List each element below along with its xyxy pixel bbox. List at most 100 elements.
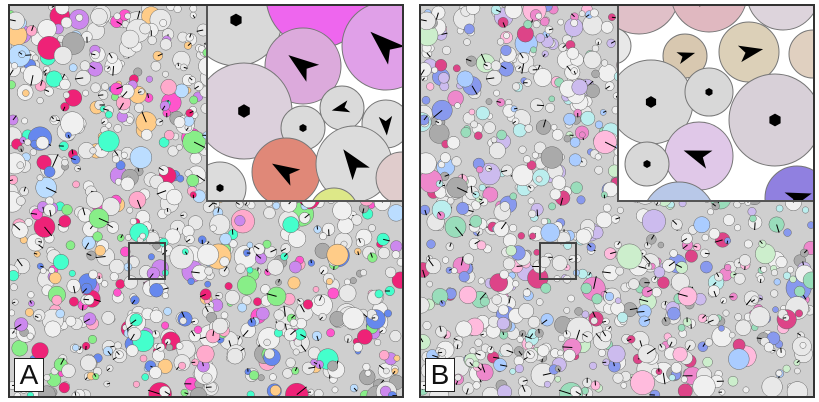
velocity-arrow (542, 53, 546, 58)
disc (594, 165, 604, 175)
disc (181, 248, 189, 256)
disc (668, 374, 676, 382)
disc (374, 338, 382, 347)
velocity-arrow (659, 343, 663, 348)
disc (10, 80, 16, 90)
velocity-arrow (668, 261, 676, 267)
velocity-arrow (82, 288, 88, 294)
disc (384, 309, 392, 318)
velocity-arrow (548, 28, 554, 31)
velocity-arrow-marker (288, 55, 320, 82)
velocity-arrow (421, 19, 427, 22)
velocity-arrow (62, 106, 66, 112)
velocity-arrow (672, 219, 678, 225)
disc (551, 175, 567, 190)
disc (490, 136, 498, 144)
velocity-arrow (193, 141, 206, 149)
disc (139, 22, 152, 35)
disc (75, 13, 84, 22)
velocity-arrow (208, 202, 214, 208)
disc (263, 206, 276, 220)
disc (504, 6, 523, 19)
disc (548, 95, 556, 103)
velocity-arrow (266, 293, 277, 297)
disc (742, 386, 750, 394)
disc (570, 19, 579, 27)
velocity-arrow (610, 40, 616, 44)
velocity-arrow (382, 238, 390, 242)
velocity-arrow (541, 319, 548, 325)
disc (310, 358, 318, 366)
disc (451, 267, 458, 274)
disc (604, 81, 615, 91)
disc (253, 243, 265, 255)
velocity-arrow (529, 333, 534, 339)
disc (563, 112, 576, 126)
velocity-arrow (183, 66, 188, 69)
disc (562, 330, 571, 339)
disc (58, 215, 72, 228)
disc (569, 137, 581, 148)
inset-disc (619, 28, 632, 64)
velocity-arrow (130, 333, 135, 341)
velocity-arrow (90, 53, 96, 56)
disc (537, 344, 550, 357)
velocity-arrow (655, 202, 659, 206)
disc (113, 12, 121, 20)
velocity-arrow (803, 249, 808, 254)
disc (167, 145, 179, 157)
velocity-arrow (284, 323, 287, 331)
disc (599, 330, 612, 343)
disc (570, 181, 583, 194)
velocity-arrow (45, 187, 57, 193)
disc (630, 370, 655, 396)
disc (749, 306, 771, 328)
disc (368, 224, 376, 232)
velocity-arrow (636, 311, 645, 313)
disc (180, 388, 189, 396)
disc (120, 246, 131, 257)
velocity-arrow (159, 120, 164, 123)
disc (10, 114, 19, 126)
velocity-arrow (603, 110, 607, 113)
velocity-arrow-marker (737, 45, 764, 63)
disc (616, 206, 624, 214)
disc (60, 16, 73, 29)
disc (455, 320, 473, 338)
velocity-arrow (357, 251, 360, 256)
disc (220, 311, 229, 320)
velocity-arrow (465, 388, 469, 395)
disc (128, 191, 147, 209)
disc (49, 271, 62, 285)
velocity-arrow (421, 69, 425, 76)
disc (591, 44, 600, 53)
velocity-arrow (103, 108, 109, 111)
disc (795, 309, 803, 318)
velocity-arrow (93, 373, 97, 377)
disc (189, 152, 202, 165)
disc (657, 241, 665, 249)
disc (522, 288, 531, 297)
disc (641, 209, 666, 234)
disc (88, 269, 98, 280)
disc (517, 52, 529, 64)
disc (139, 232, 146, 240)
velocity-arrow (43, 69, 47, 73)
velocity-arrow (470, 185, 473, 194)
disc (162, 292, 169, 300)
velocity-arrow (538, 328, 540, 334)
disc (470, 120, 478, 129)
velocity-arrow (490, 346, 493, 351)
disc (496, 129, 507, 141)
disc (783, 228, 792, 237)
velocity-arrow (67, 134, 70, 139)
disc (282, 216, 300, 234)
disc (134, 102, 145, 113)
velocity-arrow (478, 198, 483, 201)
velocity-arrow (31, 25, 34, 31)
disc (786, 381, 808, 396)
disc (567, 294, 575, 303)
disc (509, 192, 518, 201)
disc (509, 368, 516, 375)
velocity-arrow (51, 6, 55, 8)
